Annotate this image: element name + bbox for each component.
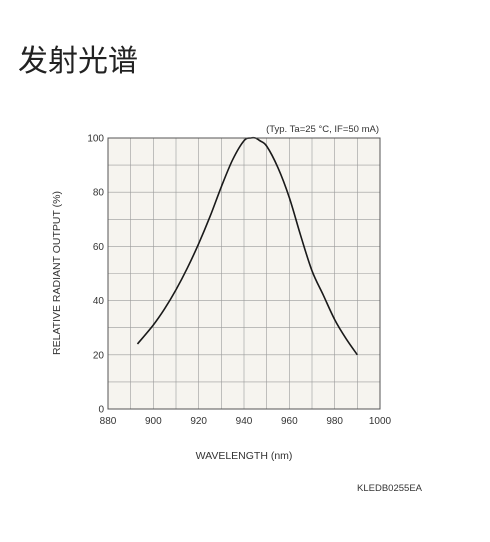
x-tick-label: 900 [145,416,162,427]
y-tick-labels: 0 20 40 60 80 100 [87,134,104,416]
plot-frame [107,137,381,410]
page-title: 发射光谱 [18,44,138,79]
x-tick-label: 1000 [369,416,392,427]
x-tick-label: 960 [281,416,298,427]
y-tick-label: 80 [93,188,105,199]
y-tick-label: 0 [98,405,104,416]
y-tick-label: 60 [93,242,105,253]
y-axis-label: RELATIVE RADIANT OUTPUT (%) [51,191,63,355]
x-tick-label: 940 [236,416,253,427]
x-tick-label: 920 [190,416,207,427]
x-tick-label: 880 [100,416,117,427]
y-tick-label: 40 [93,296,105,307]
y-tick-label: 100 [87,134,104,145]
x-axis-label: WAVELENGTH (nm) [196,450,293,462]
x-tick-label: 980 [326,416,343,427]
x-tick-labels: 880 900 920 940 960 980 1000 [100,416,392,427]
grid-lines [108,138,380,409]
conditions-annotation: (Typ. Ta=25 °C, IF=50 mA) [266,124,379,135]
figure-code: KLEDB0255EA [357,483,423,494]
y-tick-label: 20 [93,350,105,361]
